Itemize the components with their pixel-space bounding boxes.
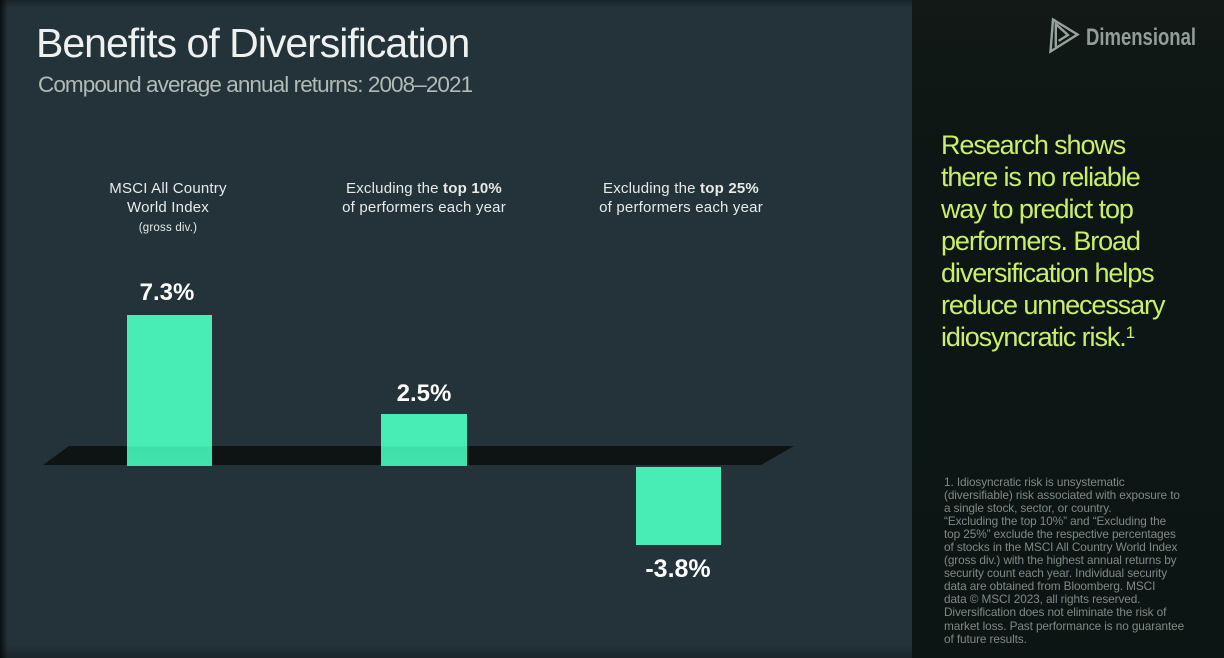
svg-text:Dimensional: Dimensional [1086, 24, 1196, 51]
